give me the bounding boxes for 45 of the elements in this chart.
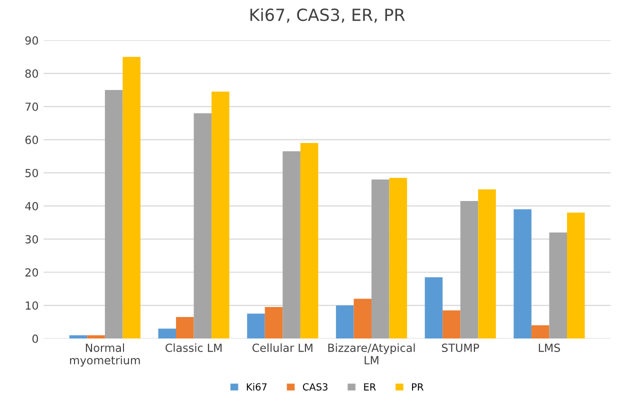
bar: [247, 314, 265, 339]
legend-label: PR: [412, 383, 424, 390]
bar: [372, 179, 390, 339]
bar: [336, 305, 354, 339]
bar: [460, 201, 478, 339]
bar: [514, 209, 532, 339]
x-tick-label: Classic LM: [166, 343, 222, 352]
y-tick-label: 50: [25, 168, 38, 178]
bar: [176, 316, 194, 339]
bar: [567, 212, 585, 339]
legend-label: ER: [364, 383, 376, 390]
bar: [69, 335, 88, 339]
bar: [158, 328, 176, 339]
bar: [264, 307, 283, 339]
bar: [282, 151, 300, 339]
y-tick-label: 80: [25, 69, 38, 78]
y-tick-label: 60: [25, 136, 38, 144]
y-tick-label: 70: [26, 102, 38, 111]
legend-label: Ki67: [246, 383, 267, 391]
x-tick-label: Normal myometrium: [70, 343, 140, 367]
y-tick-label: 20: [25, 268, 38, 277]
y-tick-label: 90: [25, 36, 38, 45]
x-tick-label: STUMP: [442, 344, 480, 352]
bar: [389, 178, 408, 339]
chart-title: Ki67, CAS3, ER, PR: [250, 8, 405, 23]
bar: [531, 325, 550, 339]
y-tick-label: 10: [26, 301, 38, 310]
x-tick-label: LMS: [538, 344, 560, 352]
bar: [354, 298, 372, 339]
bar: [212, 92, 230, 339]
bar: [87, 335, 105, 339]
y-tick-label: 0: [32, 334, 38, 343]
bar: [442, 310, 460, 339]
bar: [194, 113, 212, 339]
bar: [122, 56, 140, 339]
x-tick-label: Bizzare/Atypical LM: [328, 343, 415, 364]
bar: [549, 232, 567, 339]
y-tick-label: 40: [25, 202, 38, 210]
legend-label: CAS3: [302, 383, 328, 391]
bar: [300, 143, 318, 339]
bar: [104, 90, 123, 339]
y-tick-label: 30: [25, 235, 38, 244]
bar: [424, 277, 443, 339]
x-tick-label: Cellular LM: [252, 343, 312, 352]
bar: [478, 189, 496, 339]
